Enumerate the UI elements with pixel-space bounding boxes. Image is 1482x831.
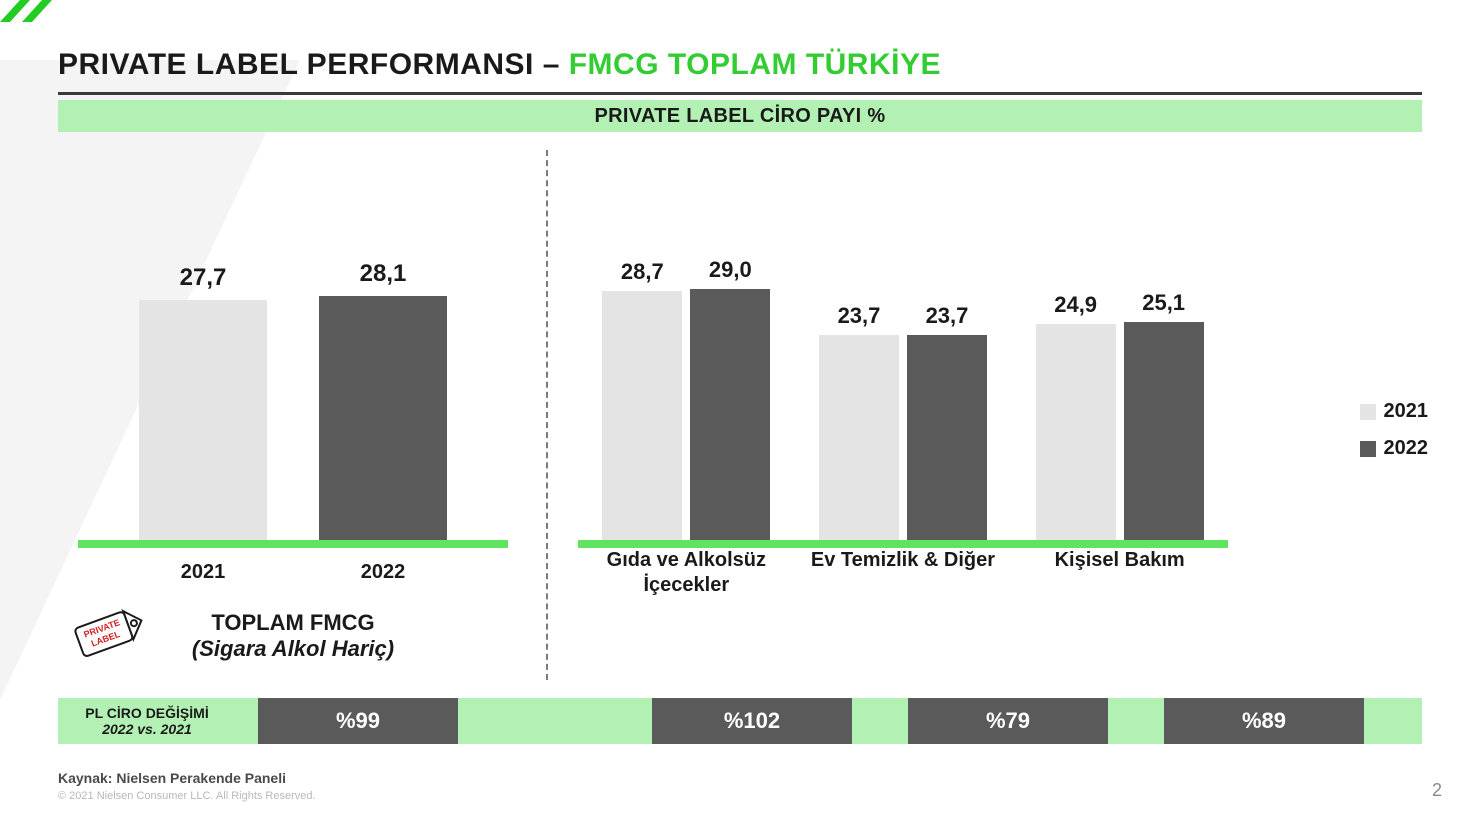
bar-value: 23,7 (926, 303, 969, 329)
legend-swatch (1360, 404, 1376, 420)
brand-logo-icon (0, 0, 60, 32)
page-number: 2 (1432, 780, 1442, 801)
right-cat-labels: Gıda ve Alkolsüz İçecekler Ev Temizlik & … (578, 548, 1228, 598)
left-chart-panel: 27,728,1 20212022 PRIVATE LABEL TOPLAM F… (58, 150, 528, 680)
bar-value: 27,7 (180, 264, 227, 292)
footer-cell: %102 (652, 698, 852, 744)
bar-rect (1036, 324, 1116, 540)
cat-label: 2022 (318, 561, 448, 584)
title-part1: PRIVATE LABEL PERFORMANSI (58, 48, 534, 81)
footer-cell: %99 (258, 698, 458, 744)
bar-value: 28,7 (621, 259, 664, 285)
left-caption-line2: (Sigara Alkol Hariç) (58, 636, 528, 662)
left-caption: TOPLAM FMCG (Sigara Alkol Hariç) (58, 610, 528, 662)
group-label: Gıda ve Alkolsüz İçecekler (591, 548, 781, 598)
bar-group: 23,7 23,7 (808, 303, 998, 540)
title-part2: FMCG TOPLAM TÜRKİYE (569, 48, 941, 81)
right-groups-row: 28,7 29,0 23,7 23,7 24,9 25,1 (578, 257, 1228, 540)
subtitle-band: PRIVATE LABEL CİRO PAYI % (58, 100, 1422, 132)
bar-rect (319, 296, 447, 540)
bar-2021: 23,7 (818, 303, 900, 540)
bar-group: 24,9 25,1 (1025, 290, 1215, 540)
bar-rect (1124, 322, 1204, 540)
footer-cell: %79 (908, 698, 1108, 744)
bar-2021: 24,9 (1035, 292, 1117, 540)
bar-2022: 23,7 (906, 303, 988, 540)
group-label: Kişisel Bakım (1025, 548, 1215, 598)
left-baseline (78, 540, 508, 548)
left-bars-row: 27,7 28,1 (58, 260, 528, 540)
footer-cell: %89 (1164, 698, 1364, 744)
bar-2022: 25,1 (1123, 290, 1205, 540)
bar-value: 29,0 (709, 257, 752, 283)
legend-swatch (1360, 441, 1376, 457)
bar-value: 24,9 (1054, 292, 1097, 318)
right-baseline (578, 540, 1228, 548)
left-cat-labels: 2021 2022 (58, 561, 528, 584)
footer-label-line1: PL CİRO DEĞİŞİMİ (85, 705, 208, 721)
group-label: Ev Temizlik & Diğer (808, 548, 998, 598)
bar-rect (602, 291, 682, 540)
footer-label: PL CİRO DEĞİŞİMİ 2022 vs. 2021 (58, 698, 236, 744)
bar-value: 28,1 (360, 260, 407, 288)
footer-band: PL CİRO DEĞİŞİMİ 2022 vs. 2021 %99 %102 %7… (58, 698, 1422, 744)
legend: 2021 2022 (1360, 400, 1429, 474)
title-sep: – (534, 48, 569, 81)
cat-label: 2021 (138, 561, 268, 584)
chart-area: 27,728,1 20212022 PRIVATE LABEL TOPLAM F… (58, 150, 1422, 680)
title-underline (58, 92, 1422, 95)
panel-divider (546, 150, 548, 680)
left-caption-line1: TOPLAM FMCG (58, 610, 528, 636)
footer-label-line2: 2022 vs. 2021 (102, 721, 192, 737)
bar-2022: 29,0 (689, 257, 771, 540)
bar-rect (690, 289, 770, 540)
bar-rect (139, 300, 267, 540)
legend-label: 2021 (1384, 400, 1429, 423)
bar-rect (907, 335, 987, 540)
bar-2021: 28,7 (601, 259, 683, 540)
legend-item: 2022 (1360, 437, 1429, 460)
footer-cells: %99 %102 %79 %89 (236, 698, 1422, 744)
bar-rect (819, 335, 899, 540)
right-chart-panel: 28,7 29,0 23,7 23,7 24,9 25,1 Gıda ve Alkolsü… (578, 150, 1418, 680)
bar-group: 28,7 29,0 (591, 257, 781, 540)
source-text: Kaynak: Nielsen Perakende Paneli (58, 770, 286, 786)
bar-2021: 27,7 (138, 264, 268, 540)
copyright-text: © 2021 Nielsen Consumer LLC. All Rights … (58, 790, 316, 802)
bar-value: 25,1 (1142, 290, 1185, 316)
legend-item: 2021 (1360, 400, 1429, 423)
bar-2022: 28,1 (318, 260, 448, 540)
legend-label: 2022 (1384, 437, 1429, 460)
bar-value: 23,7 (838, 303, 881, 329)
page-title: PRIVATE LABEL PERFORMANSI – FMCG TOPLAM … (58, 48, 941, 82)
